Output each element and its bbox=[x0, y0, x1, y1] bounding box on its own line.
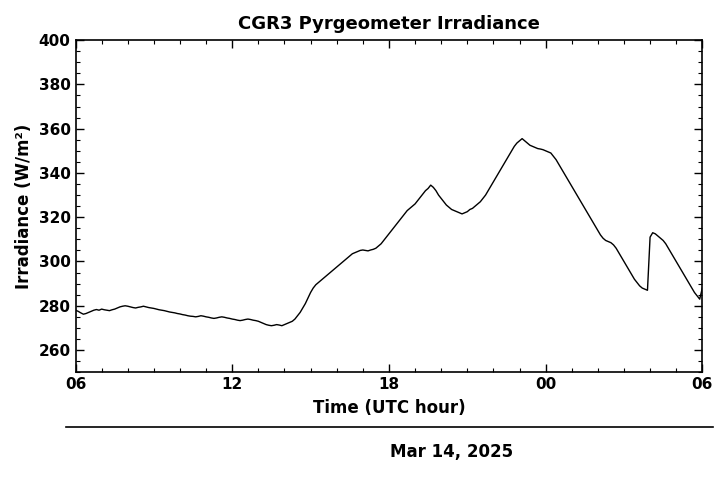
Y-axis label: Irradiance (W/m²): Irradiance (W/m²) bbox=[15, 123, 33, 289]
Text: Mar 14, 2025: Mar 14, 2025 bbox=[389, 443, 513, 461]
Title: CGR3 Pyrgeometer Irradiance: CGR3 Pyrgeometer Irradiance bbox=[238, 15, 540, 33]
X-axis label: Time (UTC hour): Time (UTC hour) bbox=[312, 399, 465, 417]
